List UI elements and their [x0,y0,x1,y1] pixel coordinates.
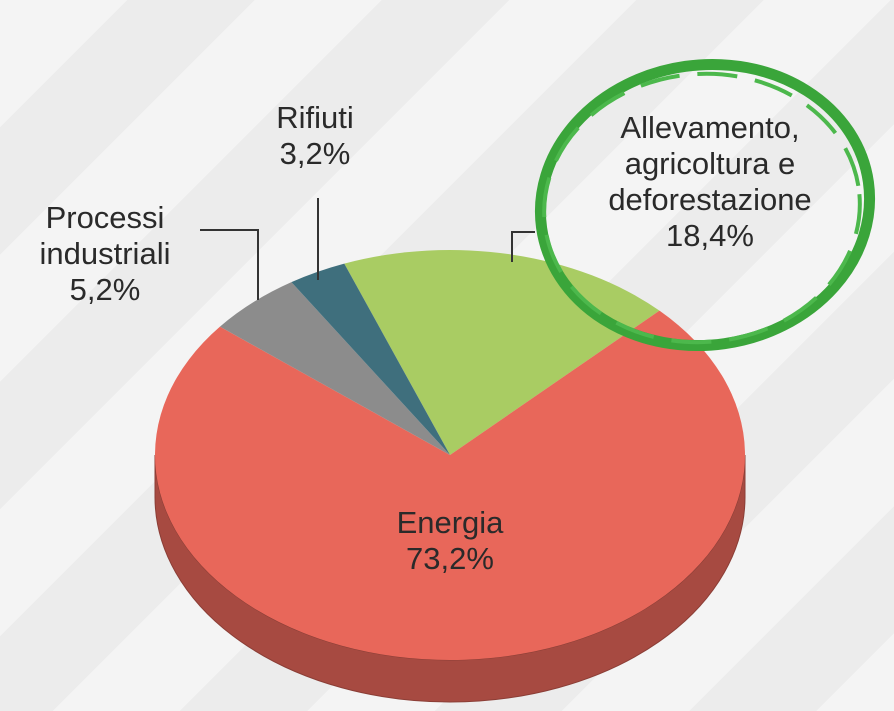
highlight-circle [534,58,876,352]
leader-lines [200,198,535,300]
slice-label: Processi industriali 5,2% [10,200,200,308]
slice-label: Rifiuti 3,2% [235,100,395,172]
pie-slice [154,310,745,660]
pie-slice [219,282,450,455]
value-label: 73,2% [406,541,494,576]
category-label: Energia [396,505,504,540]
category-label: Rifiuti [276,100,354,135]
slice-label: Energia 73,2% [330,505,570,577]
value-label: 18,4% [666,218,754,253]
category-label: Allevamento, agricoltura e deforestazion… [608,110,812,217]
pie-slice [291,263,450,455]
value-label: 3,2% [279,136,351,171]
category-label: Processi industriali [39,200,171,271]
leader-line [200,229,259,300]
leader-line [511,231,535,262]
value-label: 5,2% [69,272,141,307]
slice-label: Allevamento, agricoltura e deforestazion… [560,110,860,254]
